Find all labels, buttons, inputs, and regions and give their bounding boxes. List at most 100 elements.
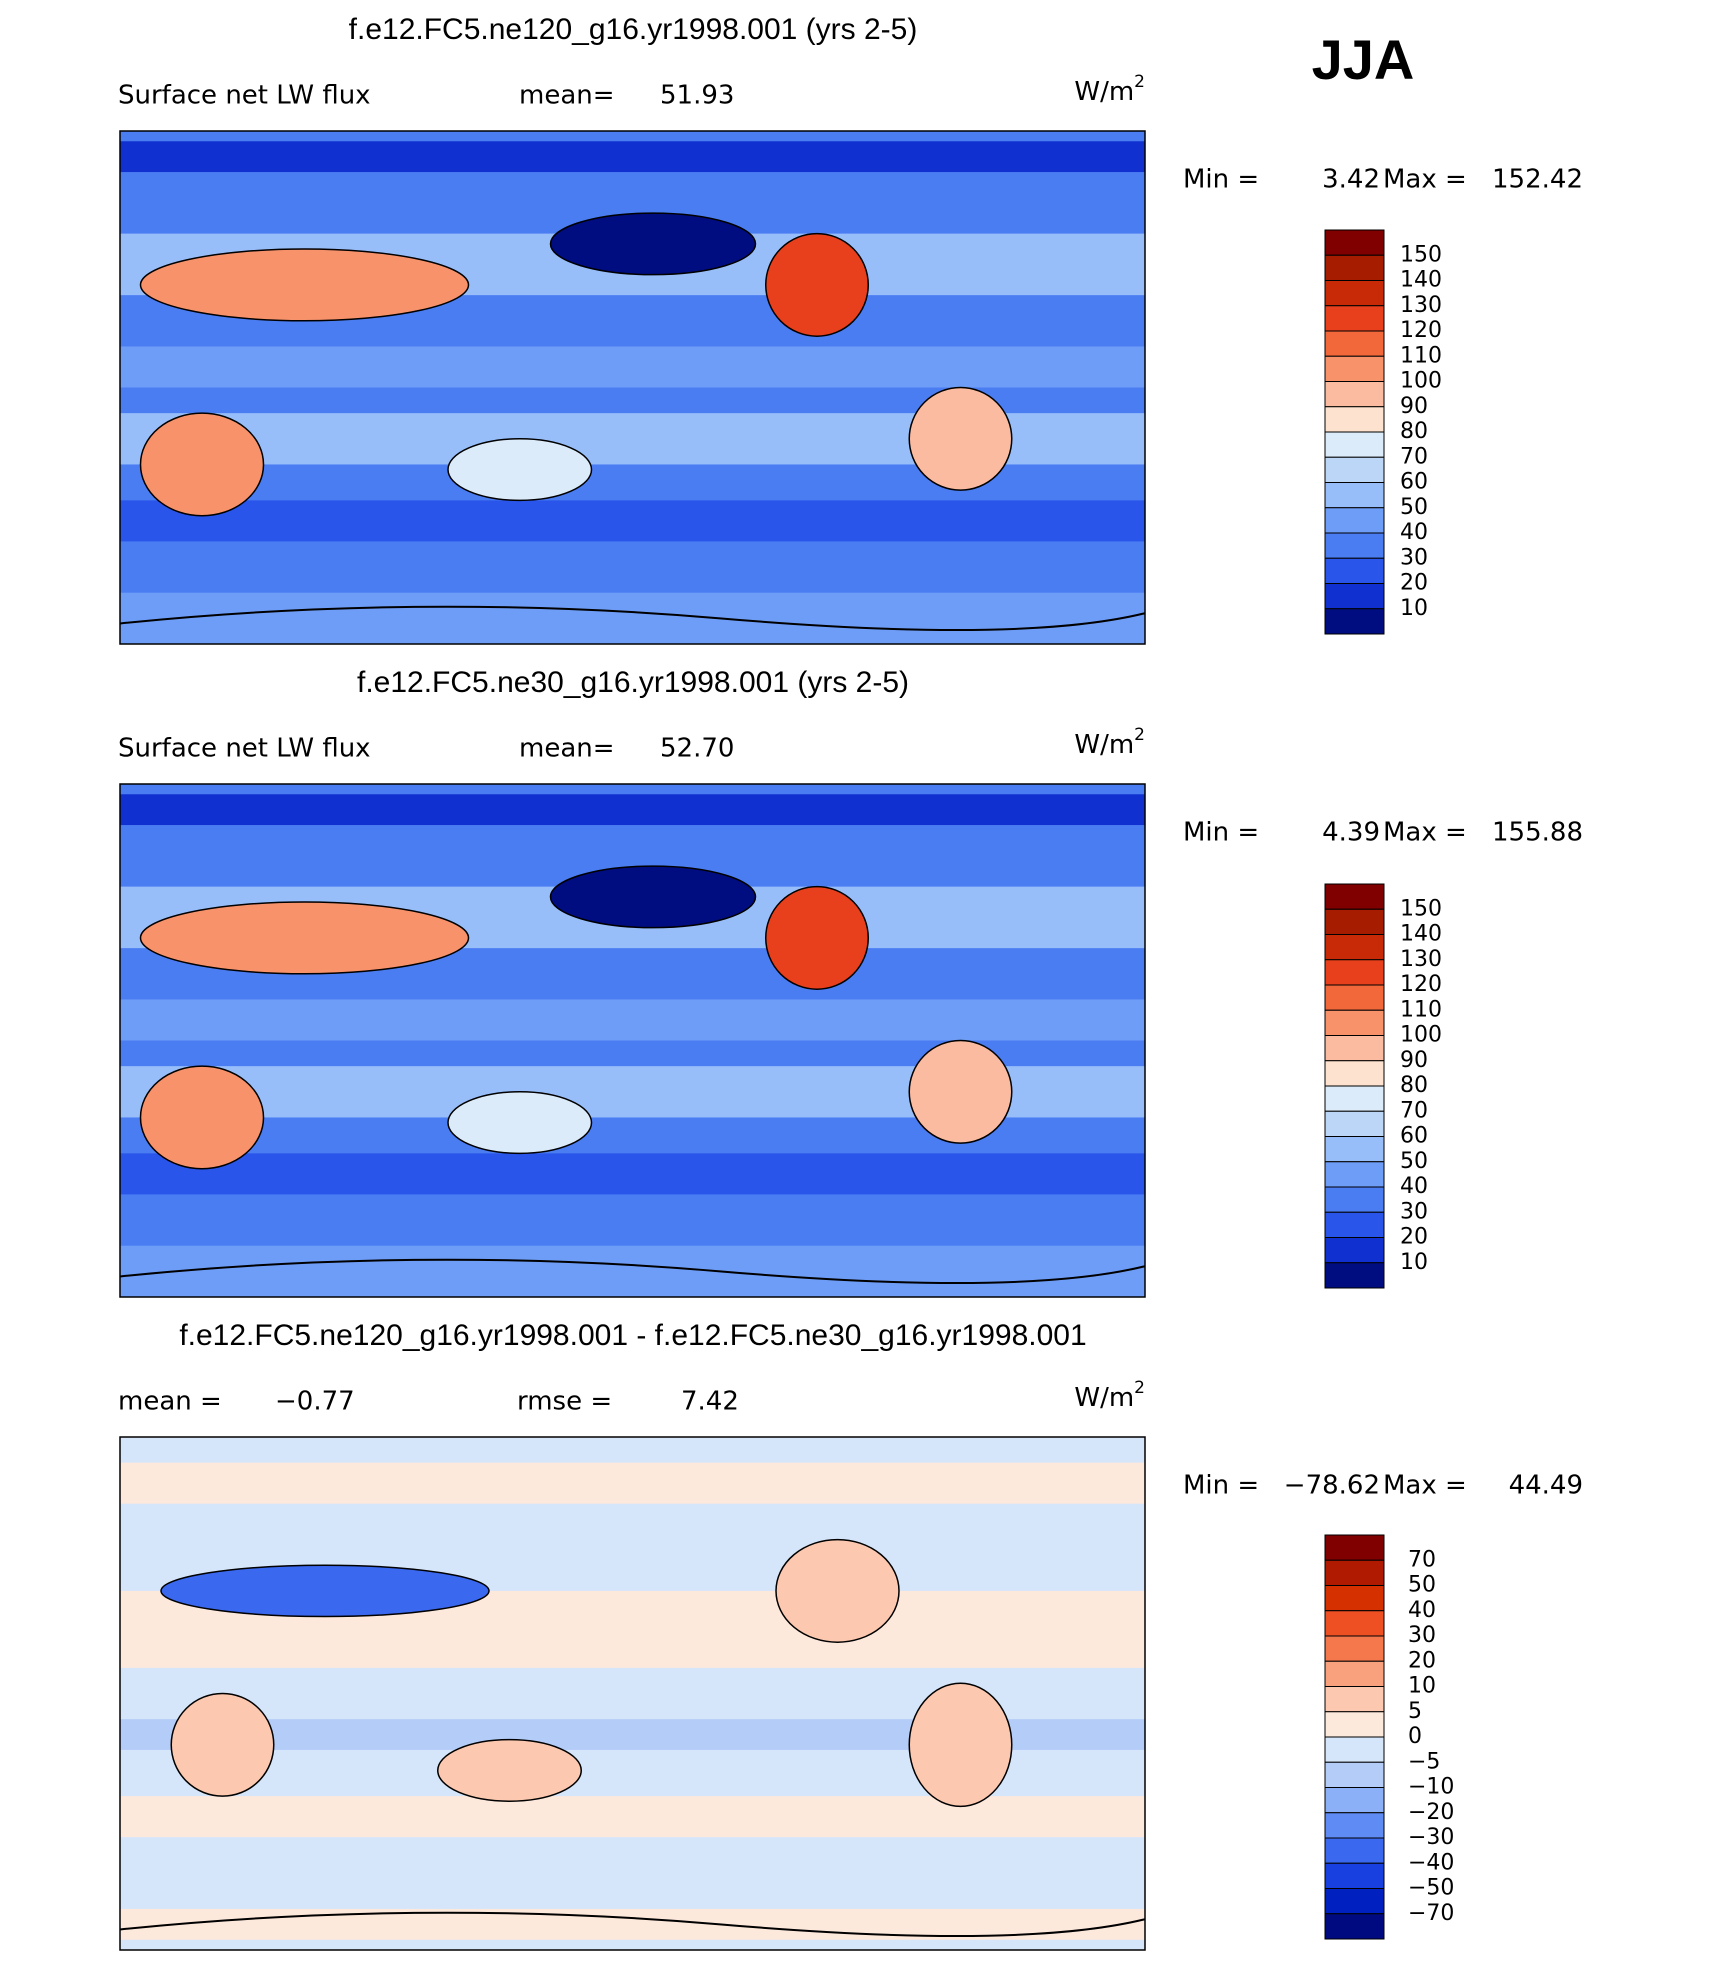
colorbar-label: 20 <box>1400 571 1428 596</box>
colorbar-label: −5 <box>1408 1749 1440 1774</box>
colorbar-label: 40 <box>1400 520 1428 545</box>
panel-title: f.e12.FC5.ne120_g16.yr1998.001 - f.e12.F… <box>179 1319 1086 1352</box>
stat-value: 7.42 <box>681 1387 739 1417</box>
colorbar-label: 5 <box>1408 1699 1422 1724</box>
map-region <box>139 412 265 517</box>
colorbar-label: 120 <box>1400 318 1442 343</box>
units-sup: 2 <box>1134 1378 1145 1398</box>
colorbar-box <box>1324 507 1385 534</box>
map-band <box>120 1462 1145 1504</box>
colorbar-box <box>1324 1110 1385 1137</box>
map-frame <box>119 1436 1146 1951</box>
map-region <box>139 248 470 322</box>
colorbar-box <box>1324 883 1385 910</box>
colorbar-label: −40 <box>1408 1850 1454 1875</box>
colorbar-label: 20 <box>1400 1225 1428 1250</box>
map-region <box>549 212 757 276</box>
colorbar-label: 40 <box>1400 1174 1428 1199</box>
colorbar-label: 10 <box>1400 596 1428 621</box>
map-region <box>139 901 470 975</box>
colorbar-label: 70 <box>1400 444 1428 469</box>
stat-label: mean= <box>519 81 615 111</box>
colorbar-label: 110 <box>1400 997 1442 1022</box>
map-band <box>120 1796 1145 1838</box>
colorbar-box <box>1324 1136 1385 1163</box>
colorbar-box <box>1324 908 1385 935</box>
colorbar-box <box>1324 1862 1385 1889</box>
units-base: W/m <box>1074 730 1134 760</box>
colorbar-box <box>1324 934 1385 961</box>
map <box>119 130 1146 645</box>
colorbar-label: 30 <box>1408 1623 1436 1648</box>
colorbar-box <box>1324 1559 1385 1586</box>
stat-value: −0.77 <box>275 1387 355 1417</box>
map-frame <box>119 783 1146 1298</box>
colorbar-box <box>1324 1812 1385 1839</box>
min-value: −78.62 <box>1284 1471 1380 1501</box>
colorbar-label: −50 <box>1408 1876 1454 1901</box>
map-frame <box>119 130 1146 645</box>
colorbar-label: 30 <box>1400 1199 1428 1224</box>
colorbar-label: 90 <box>1400 1048 1428 1073</box>
units: W/m2 <box>1074 72 1145 107</box>
variable-label: Surface net LW flux <box>118 734 371 764</box>
colorbar-box <box>1324 984 1385 1011</box>
min-label: Min = <box>1183 818 1259 848</box>
colorbar-box <box>1324 254 1385 281</box>
min-label: Min = <box>1183 1471 1259 1501</box>
panel-title: f.e12.FC5.ne30_g16.yr1998.001 (yrs 2-5) <box>357 666 909 699</box>
colorbar-box <box>1324 1736 1385 1763</box>
colorbar-box <box>1324 1660 1385 1687</box>
colorbar-label: 0 <box>1408 1724 1422 1749</box>
coastline <box>119 605 1146 631</box>
colorbar-box <box>1324 1761 1385 1788</box>
colorbar-label: 140 <box>1400 922 1442 947</box>
colorbar-label: 50 <box>1408 1573 1436 1598</box>
season-label: JJA <box>1312 28 1415 91</box>
units-sup: 2 <box>1134 725 1145 745</box>
max-value: 155.88 <box>1492 818 1583 848</box>
coastline <box>119 1258 1146 1284</box>
colorbar-label: 150 <box>1400 896 1442 921</box>
map-band <box>120 794 1145 826</box>
colorbar-box <box>1324 280 1385 307</box>
max-label: Max = <box>1383 818 1467 848</box>
colorbar-box <box>1324 1085 1385 1112</box>
stat-label: rmse = <box>517 1387 612 1417</box>
colorbar-box <box>1324 1610 1385 1637</box>
colorbar-label: 120 <box>1400 972 1442 997</box>
colorbar-box <box>1324 1262 1385 1289</box>
variable-label: Surface net LW flux <box>118 81 371 111</box>
colorbar-box <box>1324 1585 1385 1612</box>
colorbar-label: −20 <box>1408 1800 1454 1825</box>
map-region <box>765 232 869 337</box>
colorbar-label: 50 <box>1400 1149 1428 1174</box>
map-region <box>908 1039 1013 1144</box>
colorbar-box <box>1324 1009 1385 1036</box>
max-label: Max = <box>1383 165 1467 195</box>
colorbar-label: 40 <box>1408 1598 1436 1623</box>
colorbar-box <box>1324 229 1385 256</box>
map-band <box>120 999 1145 1041</box>
colorbar-box <box>1324 1686 1385 1713</box>
colorbar-box <box>1324 1186 1385 1213</box>
colorbar-box <box>1324 1635 1385 1662</box>
colorbar-box <box>1324 532 1385 559</box>
colorbar-label: 90 <box>1400 394 1428 419</box>
colorbar-box <box>1324 608 1385 635</box>
max-value: 44.49 <box>1509 1471 1583 1501</box>
colorbar-box <box>1324 305 1385 332</box>
colorbar-box <box>1324 1211 1385 1238</box>
panel-title: f.e12.FC5.ne120_g16.yr1998.001 (yrs 2-5) <box>349 13 918 46</box>
map-background <box>120 1437 1145 1950</box>
min-value: 3.42 <box>1322 165 1380 195</box>
colorbar-box <box>1324 959 1385 986</box>
colorbar-label: 70 <box>1400 1098 1428 1123</box>
units-base: W/m <box>1074 1383 1134 1413</box>
colorbar-box <box>1324 1837 1385 1864</box>
colorbar-label: 60 <box>1400 470 1428 495</box>
colorbar-label: 130 <box>1400 293 1442 318</box>
colorbar-box <box>1324 482 1385 509</box>
colorbar-label: 20 <box>1408 1648 1436 1673</box>
colorbar-box <box>1324 406 1385 433</box>
